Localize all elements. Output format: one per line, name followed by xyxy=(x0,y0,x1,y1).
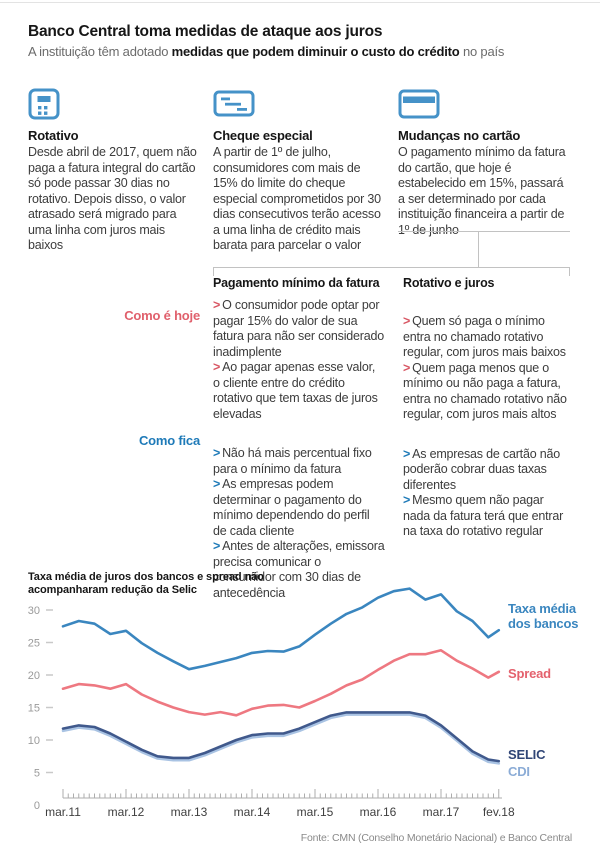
connector-line-vertical xyxy=(478,231,479,268)
bracket-line xyxy=(213,267,570,268)
measure-title: Mudanças no cartão xyxy=(398,128,521,143)
measure-body: Desde abril de 2017, quem não paga a fat… xyxy=(28,145,197,252)
y-tick-label: 25 xyxy=(28,638,40,650)
cheque-icon xyxy=(213,88,387,120)
future-bullet-marker: > xyxy=(213,446,221,460)
y-tick-label: 10 xyxy=(28,735,40,747)
x-tick-label: mar.12 xyxy=(108,805,145,819)
today-bullet-list: > Quem só paga o mínimo entra no chamado … xyxy=(403,314,571,423)
today-bullet-list: > O consumidor pode optar por pagar 15% d… xyxy=(213,298,385,422)
series-line-taxa-m-dia-dos-bancos xyxy=(61,587,501,671)
x-tick-label: mar.16 xyxy=(360,805,397,819)
page-subtitle: A instituição têm adotado medidas que po… xyxy=(28,44,504,59)
x-tick-label: mar.14 xyxy=(234,805,271,819)
today-bullet-marker: > xyxy=(213,360,221,374)
bullet-item: > Quem só paga o mínimo entra no chamado … xyxy=(403,314,566,359)
future-bullet-list: > As empresas de cartão não poderão cobra… xyxy=(403,447,571,540)
connector-line-horizontal xyxy=(398,231,570,232)
legend-line: dos bancos xyxy=(508,616,579,631)
x-tick-label: mar.13 xyxy=(171,805,208,819)
bullet-item: > As empresas podem determinar o pagament… xyxy=(213,477,370,538)
today-bullet-marker: > xyxy=(403,314,411,328)
comparison-heading: Pagamento mínimo da fatura xyxy=(213,276,380,290)
future-bullet-marker: > xyxy=(213,477,221,491)
future-bullet-marker: > xyxy=(403,493,411,507)
comparison-column-pagamento-minimo: Pagamento mínimo da fatura > O consumidor… xyxy=(213,276,385,601)
calculator-icon xyxy=(28,88,202,120)
top-divider xyxy=(0,2,600,3)
future-bullet-marker: > xyxy=(403,446,411,461)
legend-line: Taxa média xyxy=(508,601,576,616)
bullet-item: > As empresas de cartão não poderão cobra… xyxy=(403,446,560,492)
legend-spread: Spread xyxy=(508,666,551,681)
x-tick-label: fev.18 xyxy=(483,805,515,819)
today-bullet-marker: > xyxy=(403,360,411,375)
measure-column-rotativo: Rotativo Desde abril de 2017, quem não p… xyxy=(28,88,202,254)
series-line-selic xyxy=(61,711,501,763)
comparison-column-rotativo-juros: Rotativo e juros > Quem só paga o mínimo … xyxy=(403,276,571,540)
today-bullet-marker: > xyxy=(213,298,221,312)
measure-body: A partir de 1º de julho, consumidores co… xyxy=(213,145,381,252)
bracket-left-tick xyxy=(213,267,214,276)
legend-line: SELIC xyxy=(508,747,546,762)
label-como-e-hoje: Como é hoje xyxy=(124,308,200,323)
subtitle-prefix: A instituição têm adotado xyxy=(28,44,172,59)
measure-title: Rotativo xyxy=(28,128,79,143)
legend-line: CDI xyxy=(508,764,530,779)
bullet-item: > O consumidor pode optar por pagar 15% d… xyxy=(213,298,384,359)
bracket-right-tick xyxy=(569,267,570,276)
x-tick-label: mar.15 xyxy=(297,805,334,819)
measure-column-cartao: Mudanças no cartão O pagamento mínimo da… xyxy=(398,88,572,238)
measure-body: O pagamento mínimo da fatura do cartão, … xyxy=(398,145,566,237)
legend-selic: SELIC xyxy=(508,747,545,762)
y-tick-label: 15 xyxy=(28,703,40,715)
bullet-item: > Não há mais percentual fixo para o míni… xyxy=(213,446,372,476)
subtitle-suffix: no país xyxy=(459,44,505,59)
future-bullet-list: > Não há mais percentual fixo para o míni… xyxy=(213,446,385,601)
y-tick-label: 5 xyxy=(34,768,40,780)
bullet-item: > Antes de alterações, emissora precisa c… xyxy=(213,539,385,600)
label-como-fica: Como fica xyxy=(138,433,200,448)
card-icon xyxy=(398,88,572,120)
chart-source: Fonte: CMN (Conselho Monetário Nacional)… xyxy=(300,832,572,844)
y-tick-label: 0 xyxy=(34,800,40,812)
y-tick-label: 20 xyxy=(28,670,40,682)
subtitle-bold: medidas que podem diminuir o custo do cr… xyxy=(171,44,460,59)
bullet-item: > Quem paga menos que o mínimo ou não pag… xyxy=(403,360,567,422)
measure-title: Cheque especial xyxy=(213,128,313,143)
chart-title: Taxa média de juros dos bancos e spread … xyxy=(28,571,264,596)
series-line-cdi xyxy=(61,713,501,765)
comparison-heading: Rotativo e juros xyxy=(403,276,495,290)
bullet-item: > Mesmo quem não pagar nada da fatura ter… xyxy=(403,493,564,538)
bullet-item: > Ao pagar apenas esse valor, o cliente e… xyxy=(213,360,378,421)
series-line-spread xyxy=(61,649,501,717)
line-chart: 0 5 10 15 20 25 30 mar.11 mar.12 mar.13 mar.14 mar.… xyxy=(28,587,515,819)
legend-line: Spread xyxy=(508,666,551,681)
y-tick-label: 30 xyxy=(28,605,40,617)
legend-cdi: CDI xyxy=(508,764,530,779)
measure-column-cheque: Cheque especial A partir de 1º de julho,… xyxy=(213,88,387,254)
x-tick-label: mar.11 xyxy=(45,805,81,819)
page-title: Banco Central toma medidas de ataque aos… xyxy=(28,23,383,41)
future-bullet-marker: > xyxy=(213,539,221,553)
x-tick-label: mar.17 xyxy=(423,805,460,819)
legend-taxa-media: Taxa média dos bancos xyxy=(508,601,578,631)
